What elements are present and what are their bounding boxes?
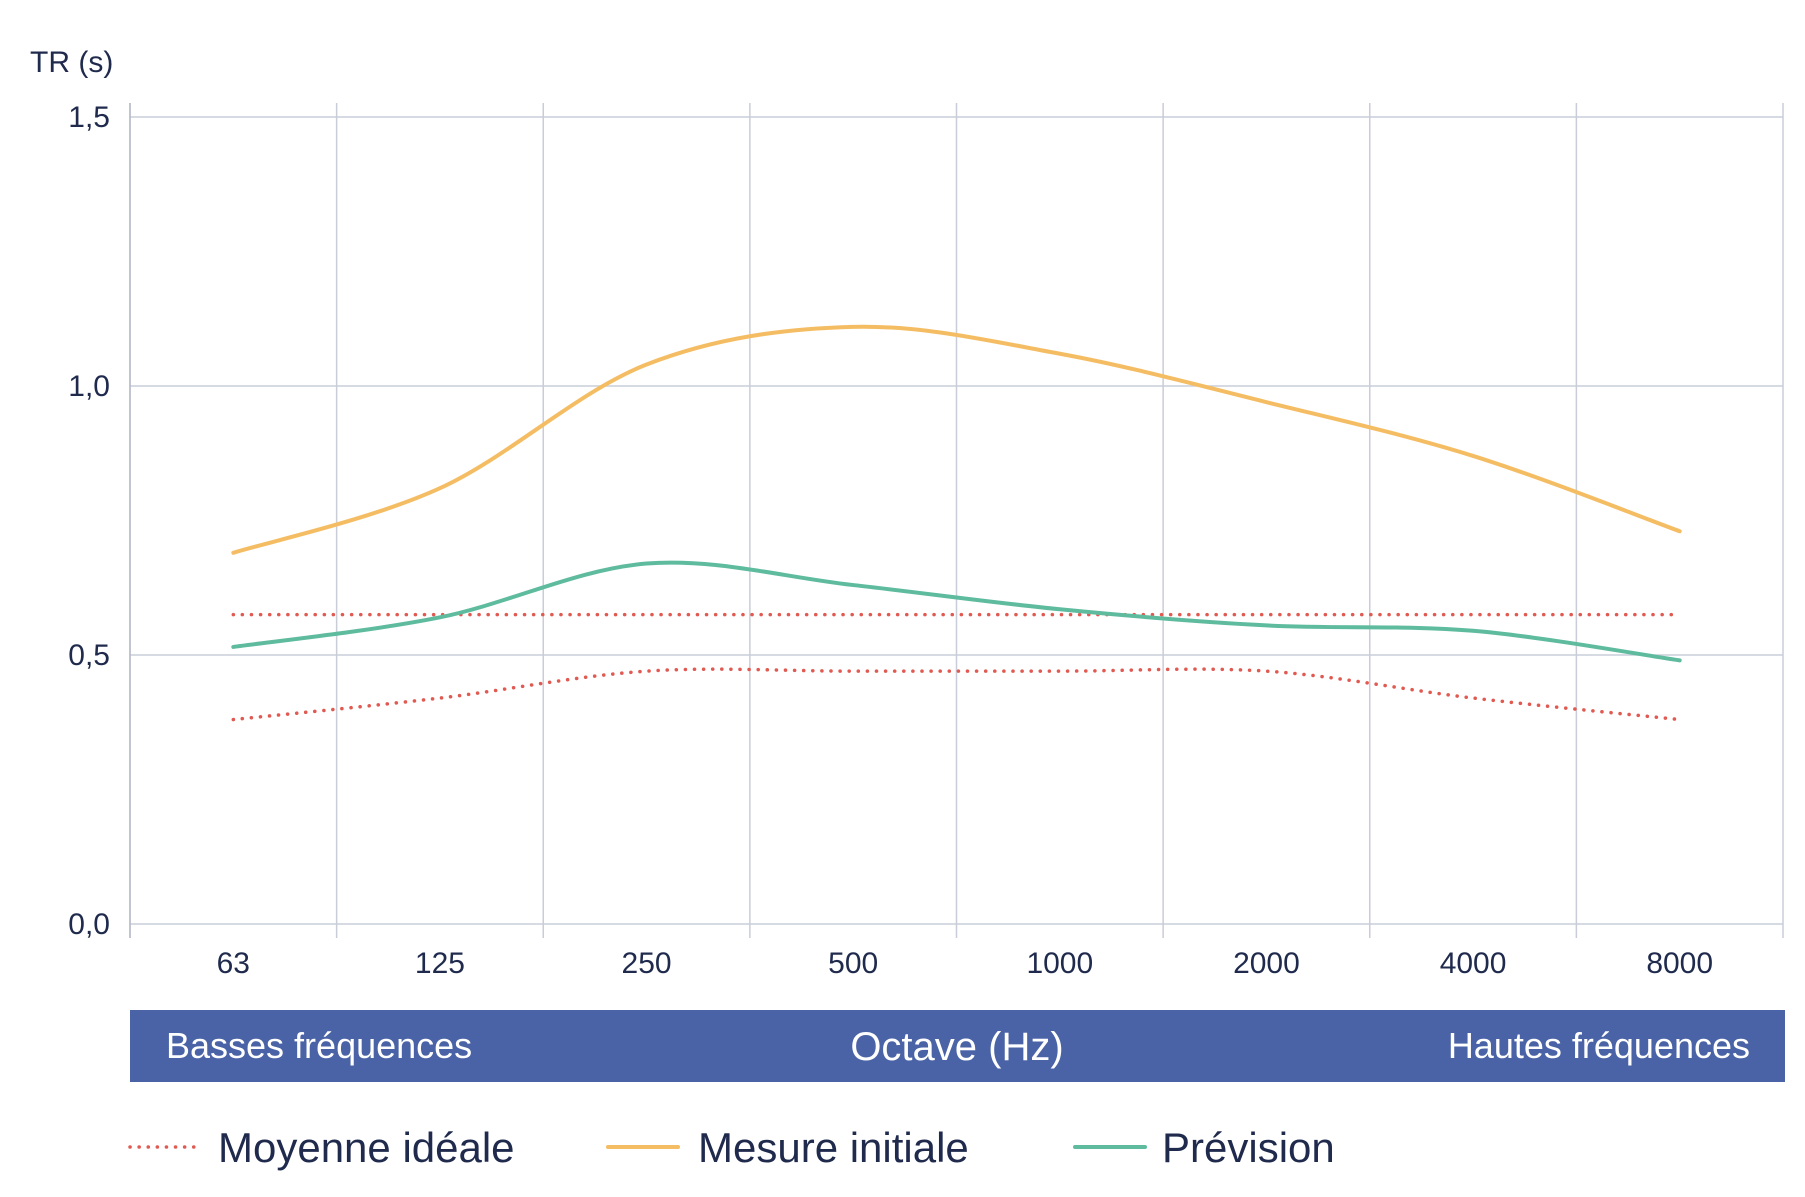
series-line-3 <box>231 560 1682 663</box>
legend-label-prevision: Prévision <box>1162 1124 1335 1171</box>
x-ticks: 63 125 250 500 1000 2000 4000 8000 <box>217 947 1713 980</box>
x-tick-label: 4000 <box>1440 947 1507 980</box>
x-tick-label: 63 <box>217 947 250 980</box>
x-tick-label: 250 <box>622 947 672 980</box>
y-tick-label: 0,5 <box>68 639 110 672</box>
series-line-2 <box>231 324 1682 555</box>
series-line-1 <box>231 667 1682 722</box>
x-axis-label: Octave (Hz) <box>850 1025 1063 1069</box>
y-axis-label: TR (s) <box>30 46 113 79</box>
x-tick-label: 2000 <box>1233 947 1300 980</box>
y-tick-label: 1,0 <box>68 370 110 403</box>
y-tick-label: 0,0 <box>68 908 110 941</box>
x-tick-label: 125 <box>415 947 465 980</box>
x-band-left-label: Basses fréquences <box>166 1025 472 1066</box>
legend: Moyenne idéale Mesure initiale Prévision <box>128 1124 1335 1171</box>
legend-label-mesure: Mesure initiale <box>698 1124 969 1171</box>
grid <box>129 103 1784 938</box>
x-tick-label: 1000 <box>1026 947 1093 980</box>
x-tick-label: 8000 <box>1646 947 1713 980</box>
x-axis-band <box>130 1010 1785 1082</box>
series-lines <box>231 324 1682 722</box>
x-tick-label: 500 <box>828 947 878 980</box>
y-ticks: 0,0 0,5 1,0 1,5 <box>68 101 110 941</box>
legend-label-moyenne: Moyenne idéale <box>218 1124 515 1171</box>
y-tick-label: 1,5 <box>68 101 110 134</box>
x-band-right-label: Hautes fréquences <box>1448 1025 1750 1066</box>
